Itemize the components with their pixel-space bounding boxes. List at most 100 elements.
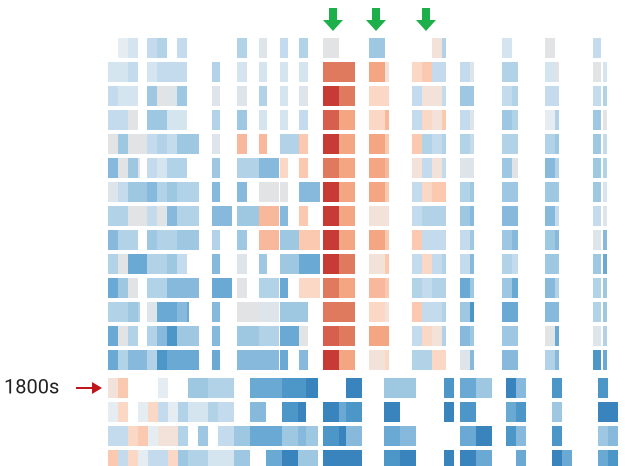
cell: [555, 326, 559, 346]
cell: [422, 254, 432, 274]
cell: [476, 378, 492, 398]
cell: [259, 158, 279, 178]
cell: [369, 182, 385, 202]
cell: [502, 182, 512, 202]
cell: [299, 254, 320, 274]
cell: [198, 450, 208, 466]
cell: [442, 110, 446, 130]
cell: [237, 350, 259, 370]
cell: [323, 302, 339, 322]
cell: [118, 450, 128, 466]
cell: [237, 206, 259, 226]
cell: [432, 86, 442, 106]
cell: [280, 302, 300, 322]
cell: [259, 62, 267, 82]
cell: [555, 230, 559, 250]
cell: [128, 278, 138, 298]
cell: [118, 254, 128, 274]
cell: [470, 62, 474, 82]
cell: [593, 230, 601, 250]
cell: [339, 206, 355, 226]
cell: [118, 402, 128, 422]
cell: [545, 254, 555, 274]
cell: [128, 206, 150, 226]
cell: [460, 450, 476, 466]
cell: [502, 206, 512, 226]
cell: [167, 326, 177, 346]
cell: [138, 426, 148, 446]
cell: [177, 86, 187, 106]
cell: [250, 402, 266, 422]
cell: [237, 326, 259, 346]
cell: [266, 378, 282, 398]
cell: [502, 134, 512, 154]
cell: [442, 182, 446, 202]
cell: [422, 230, 432, 250]
cell: [259, 350, 279, 370]
cell: [384, 402, 400, 422]
cell: [298, 426, 306, 446]
cell: [299, 86, 308, 106]
cell: [555, 86, 559, 106]
cell: [237, 38, 247, 58]
cell: [147, 38, 157, 58]
cell: [412, 158, 422, 178]
cell: [138, 402, 148, 422]
cell: [128, 450, 138, 466]
cell: [158, 378, 168, 398]
cell: [555, 278, 559, 298]
cell: [128, 182, 150, 202]
cell: [280, 206, 288, 226]
cell: [118, 110, 128, 130]
cell: [250, 378, 266, 398]
cell: [250, 426, 266, 446]
cell: [512, 158, 518, 178]
cell: [432, 326, 442, 346]
cell: [432, 134, 442, 154]
cell: [516, 450, 526, 466]
cell: [512, 230, 518, 250]
cell: [442, 62, 446, 82]
cell: [167, 110, 177, 130]
cell: [555, 206, 559, 226]
cell: [512, 62, 518, 82]
cell: [593, 278, 601, 298]
cell: [323, 110, 339, 130]
cell: [118, 326, 128, 346]
cell: [442, 158, 446, 178]
cell: [608, 402, 618, 422]
cell: [412, 110, 422, 130]
cell: [502, 62, 512, 82]
cell: [237, 134, 247, 154]
cell: [384, 426, 400, 446]
cell: [108, 450, 118, 466]
cell: [422, 350, 432, 370]
cell: [444, 450, 454, 466]
cell: [299, 278, 320, 298]
cell: [593, 110, 601, 130]
cell: [603, 206, 607, 226]
cell: [412, 302, 422, 322]
cell: [118, 206, 128, 226]
cell: [323, 230, 339, 250]
cell: [237, 110, 247, 130]
cell: [212, 254, 220, 274]
cell: [237, 278, 247, 298]
cell: [148, 426, 158, 446]
cell: [280, 86, 288, 106]
cell: [212, 350, 220, 370]
cell: [422, 110, 432, 130]
cell: [108, 62, 118, 82]
cell: [384, 378, 400, 398]
cell: [516, 402, 526, 422]
cell: [259, 86, 267, 106]
cell: [442, 206, 446, 226]
cell: [339, 158, 355, 178]
cell: [512, 182, 518, 202]
cell: [212, 278, 232, 298]
cell: [108, 378, 118, 398]
cell: [470, 110, 474, 130]
cell: [442, 38, 446, 58]
cell: [147, 182, 157, 202]
cell: [323, 38, 339, 58]
